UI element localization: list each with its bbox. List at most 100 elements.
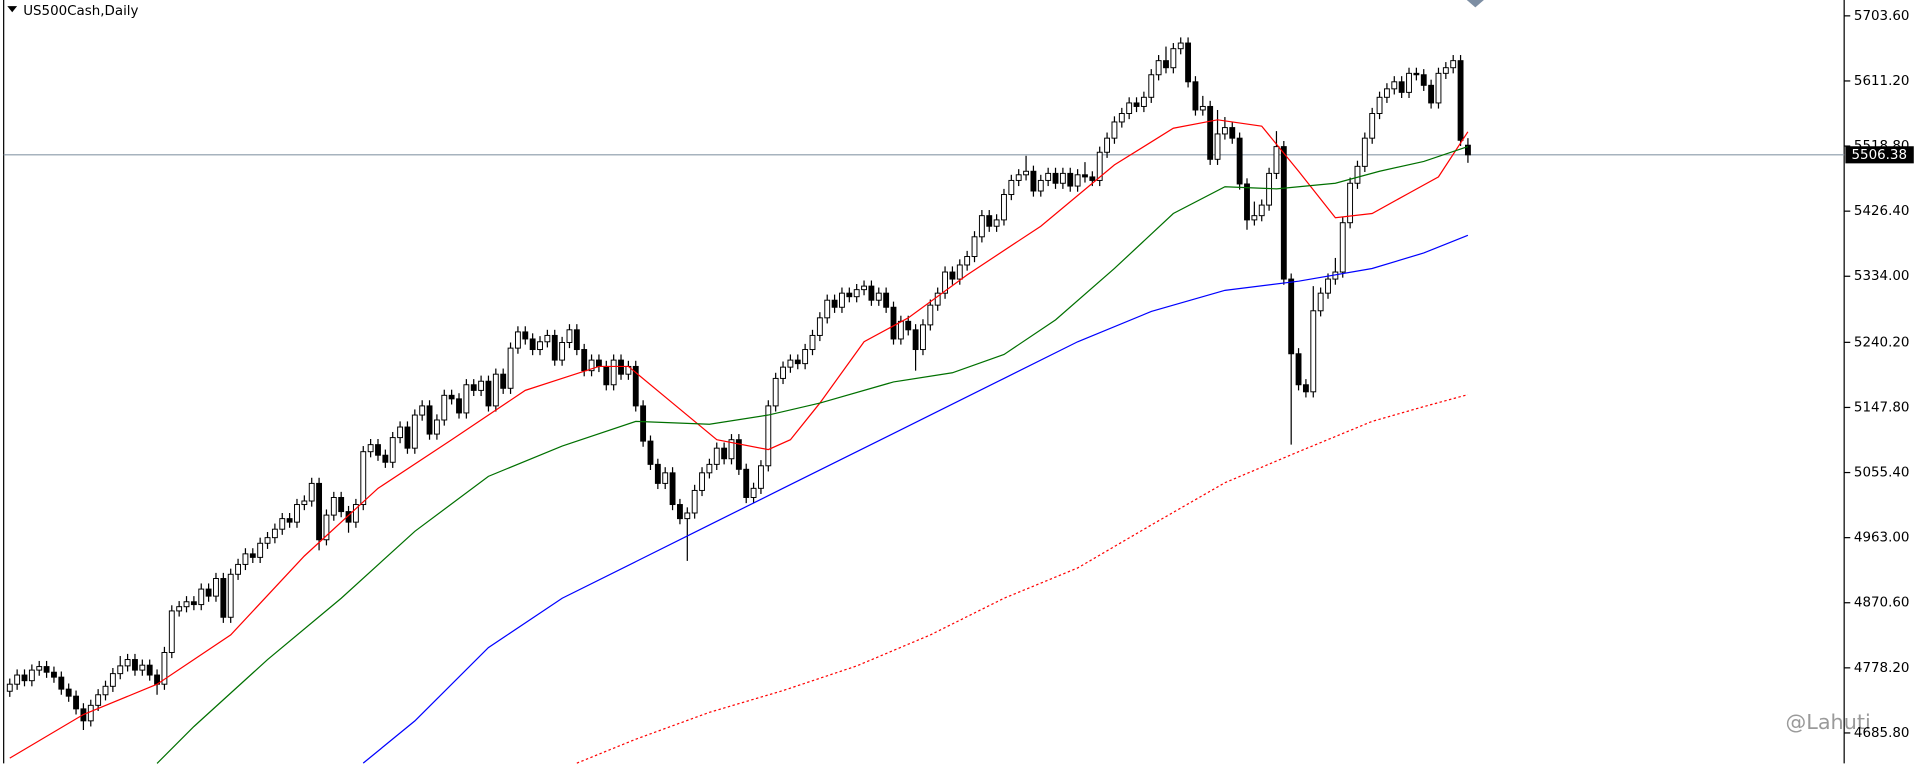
candle-body	[1185, 42, 1192, 83]
candle-body	[1251, 215, 1258, 221]
candle-body	[802, 349, 809, 365]
candle-body	[1221, 127, 1228, 135]
candle-body	[1428, 84, 1435, 104]
candle-body	[161, 652, 168, 685]
candle-body	[647, 440, 654, 465]
candle-body	[235, 563, 241, 575]
candle-body	[73, 695, 79, 710]
candle-body	[139, 664, 146, 671]
candle-body	[146, 664, 153, 676]
candle-body	[1096, 151, 1103, 181]
plot-area	[3, 37, 1845, 764]
y-tick-label: 4778.20	[1854, 661, 1910, 676]
current-price-label: 5506.38	[1851, 148, 1907, 163]
candle-body	[927, 304, 934, 326]
candle-body	[1317, 292, 1324, 312]
y-tick-label: 5147.80	[1854, 400, 1910, 415]
candle-body	[1089, 176, 1096, 181]
candle-body	[1170, 48, 1177, 69]
candle-body	[1302, 384, 1309, 393]
candle-body	[964, 256, 971, 266]
candle-body	[507, 347, 514, 389]
candle-body	[1037, 179, 1044, 192]
candle-body	[853, 289, 860, 298]
candle-body	[1376, 96, 1383, 114]
candle-body	[456, 398, 462, 414]
candle-body	[1258, 204, 1265, 217]
candle-body	[618, 359, 624, 375]
candle-body	[1391, 81, 1398, 90]
candle-body	[794, 359, 801, 365]
candle-body	[375, 444, 381, 456]
candle-body	[581, 349, 588, 372]
candle-body	[102, 685, 109, 696]
candle-body	[1207, 105, 1214, 160]
candle-body	[404, 426, 411, 449]
candle-body	[492, 373, 499, 407]
candle-body	[588, 359, 595, 372]
moving-average-line	[362, 234, 1469, 764]
candle-body	[721, 447, 728, 460]
candle-body	[220, 578, 227, 618]
candle-body	[1163, 60, 1169, 69]
candle-body	[1244, 183, 1250, 221]
candle-body	[956, 264, 963, 280]
chart-title: US500Cash,Daily	[23, 4, 138, 19]
candle-body	[1464, 144, 1471, 156]
candle-body	[1310, 310, 1317, 393]
candle-body	[824, 299, 831, 319]
candle-body	[352, 504, 359, 523]
candle-body	[316, 482, 323, 541]
y-tick-label: 5426.40	[1854, 204, 1910, 219]
candle-body	[360, 451, 367, 506]
candle-body	[1023, 170, 1029, 176]
candle-body	[1457, 60, 1464, 141]
candle-body	[198, 588, 205, 606]
candle-body	[1192, 81, 1199, 111]
candle-body	[441, 394, 448, 421]
price-label-box	[1845, 146, 1914, 164]
candle-body	[323, 514, 330, 541]
candle-body	[787, 359, 794, 368]
candle-body	[573, 329, 580, 351]
y-tick-label: 5055.40	[1854, 466, 1910, 481]
candle-body	[426, 405, 433, 435]
candle-body	[934, 292, 941, 306]
candle-body	[271, 528, 278, 539]
candle-body	[95, 694, 102, 706]
candle-body	[1288, 278, 1295, 355]
candle-body	[21, 674, 28, 682]
candle-body	[595, 359, 602, 367]
candle-body	[124, 659, 131, 667]
candle-body	[389, 437, 396, 463]
candle-body	[831, 299, 838, 308]
candle-body	[942, 271, 948, 294]
candle-body	[190, 601, 197, 606]
candle-body	[382, 454, 389, 463]
candle-body	[750, 487, 757, 498]
candle-body	[367, 444, 374, 453]
candle-body	[559, 341, 566, 361]
candle-body	[743, 468, 750, 498]
candle-body	[500, 373, 507, 389]
candle-body	[397, 426, 404, 439]
candle-body	[294, 504, 300, 523]
candle-body	[301, 500, 308, 506]
candle-body	[669, 472, 676, 506]
candle-body	[699, 472, 705, 491]
candle-body	[713, 447, 720, 465]
candle-body	[1361, 137, 1368, 167]
candle-body	[257, 542, 264, 558]
candle-body	[1435, 72, 1442, 104]
candle-body	[1133, 102, 1140, 107]
menu-arrow	[7, 6, 18, 13]
candle-body	[1140, 96, 1147, 107]
candle-body	[514, 331, 521, 349]
candle-body	[529, 338, 536, 351]
candle-body	[168, 610, 175, 653]
y-tick-label: 4963.00	[1854, 531, 1910, 546]
candle-body	[772, 377, 779, 407]
candle-body	[1266, 172, 1273, 206]
candle-body	[691, 489, 698, 514]
y-tick-label: 5611.20	[1854, 74, 1910, 89]
